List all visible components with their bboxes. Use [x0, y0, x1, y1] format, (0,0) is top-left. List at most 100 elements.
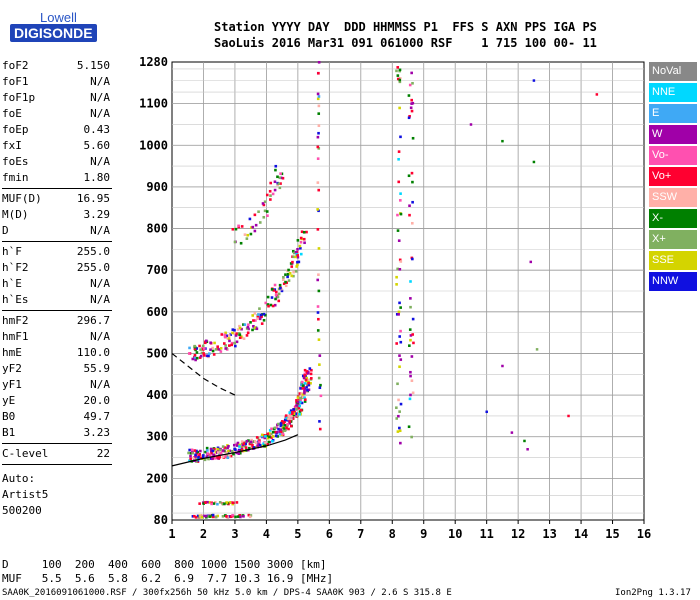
param-value: 296.7: [76, 314, 110, 327]
data-point: [290, 415, 293, 418]
data-point: [316, 157, 320, 160]
y-tick-label: 1100: [139, 97, 168, 111]
data-point: [285, 426, 288, 430]
param-value: 55.9: [83, 362, 111, 375]
data-point: [397, 313, 400, 316]
data-point: [193, 344, 196, 348]
data-point: [301, 374, 305, 378]
data-point: [247, 446, 251, 450]
data-point: [227, 344, 231, 347]
data-point: [228, 501, 232, 504]
header-line-2: SaoLuis 2016 Mar31 091 061000 RSF 1 715 …: [214, 36, 597, 50]
data-point: [296, 239, 300, 242]
data-point: [202, 454, 205, 457]
data-point: [225, 515, 228, 518]
data-point: [199, 348, 202, 351]
data-point: [292, 410, 296, 413]
data-point: [292, 408, 296, 411]
data-point: [243, 323, 247, 326]
param-row-h-e: h`E N/A: [2, 276, 110, 292]
data-point: [240, 441, 244, 445]
data-point: [258, 440, 261, 444]
auto-line: 500200: [2, 504, 42, 517]
data-point: [303, 391, 306, 395]
data-point: [273, 180, 277, 184]
data-point: [410, 171, 414, 175]
data-point: [271, 439, 274, 443]
data-point: [411, 136, 415, 140]
data-point: [271, 192, 275, 196]
data-point: [268, 433, 272, 437]
data-point: [204, 514, 208, 518]
data-point: [238, 336, 242, 340]
version-label: Ion2Png 1.3.17: [615, 588, 691, 598]
param-row-c-level: C-level 22: [2, 446, 110, 462]
data-point: [219, 350, 223, 353]
data-point: [399, 260, 403, 263]
data-point: [526, 448, 529, 451]
data-point: [399, 135, 402, 139]
param-value: N/A: [90, 224, 110, 237]
data-point: [242, 515, 245, 518]
data-point: [198, 452, 201, 456]
data-point: [266, 295, 270, 299]
data-point: [273, 430, 277, 434]
data-point: [396, 74, 400, 77]
data-point: [532, 79, 536, 82]
legend-item-nne: NNE: [649, 83, 697, 102]
param-value: 3.23: [83, 426, 111, 439]
data-point: [306, 378, 310, 382]
data-point: [225, 334, 229, 338]
data-point: [397, 414, 400, 418]
data-point: [226, 451, 230, 455]
data-point: [218, 455, 222, 459]
data-point: [396, 382, 399, 386]
data-point: [260, 315, 263, 318]
data-point: [267, 440, 271, 444]
data-point: [281, 432, 285, 436]
data-point: [204, 501, 207, 504]
data-point: [224, 347, 227, 350]
data-point: [254, 319, 257, 322]
data-point: [261, 202, 265, 205]
data-point: [408, 397, 412, 401]
data-point: [279, 172, 282, 175]
legend-item-x-: X-: [649, 209, 697, 228]
data-point: [304, 398, 307, 401]
data-point: [317, 338, 321, 341]
data-point: [263, 200, 267, 204]
data-point: [398, 78, 402, 82]
data-point: [238, 514, 241, 517]
data-point: [288, 411, 291, 414]
param-row-h-f: h`F 255.0: [2, 244, 110, 260]
data-point: [249, 514, 253, 517]
data-point: [241, 443, 245, 447]
data-point: [318, 427, 322, 431]
data-point: [303, 400, 307, 403]
data-point: [268, 429, 272, 432]
x-tick-label: 4: [263, 527, 270, 541]
data-point: [223, 333, 227, 337]
param-separator: [2, 310, 112, 311]
data-point: [245, 237, 249, 240]
param-label: foF1: [2, 75, 29, 88]
data-point: [209, 447, 213, 451]
param-row-fof1: foF1 N/A: [2, 74, 110, 90]
param-label: fmin: [2, 171, 29, 184]
param-value: N/A: [90, 330, 110, 343]
data-point: [316, 278, 320, 282]
data-point: [317, 71, 320, 75]
data-point: [202, 502, 205, 505]
data-point: [310, 368, 313, 372]
data-point: [187, 451, 190, 455]
data-point: [407, 174, 411, 178]
data-point: [301, 384, 305, 387]
data-point: [270, 436, 273, 439]
param-value: N/A: [90, 107, 110, 120]
data-point: [398, 106, 401, 110]
data-point: [411, 200, 414, 204]
data-point: [290, 418, 293, 421]
data-point: [193, 449, 197, 452]
data-point: [222, 449, 225, 452]
x-tick-label: 14: [574, 527, 588, 541]
